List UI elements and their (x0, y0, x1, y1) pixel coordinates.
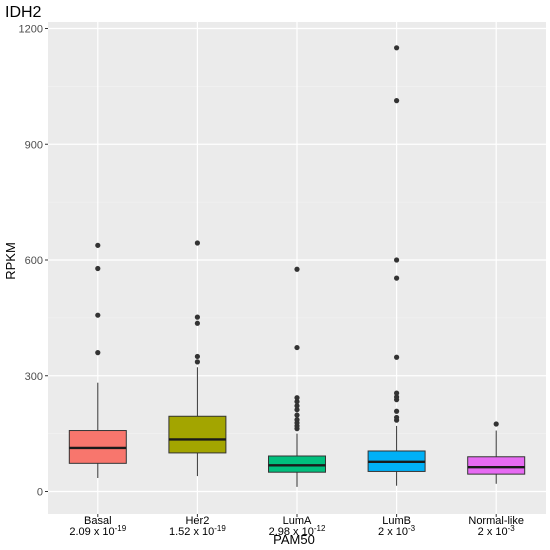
outlier-point (493, 421, 499, 427)
y-axis: 0 300 600 900 1200 (19, 24, 48, 499)
x-pvalue-label: 2 x 10-3 (478, 524, 516, 538)
outlier-point (95, 312, 101, 318)
outlier-point (194, 314, 200, 320)
outlier-point (194, 320, 200, 326)
y-tick-label: 1200 (19, 24, 43, 36)
box-iqr (168, 415, 227, 454)
x-pvalue-label: 2 x 10-3 (378, 524, 416, 538)
box-lumb (367, 45, 426, 486)
y-tick-label: 300 (25, 371, 43, 383)
x-tick-label: LumA (283, 515, 312, 527)
x-pvalue-label: 1.52 x 10-19 (169, 524, 226, 538)
outlier-point (294, 403, 300, 409)
y-tick-label: 0 (37, 487, 43, 499)
x-axis-title: PAM50 (273, 532, 315, 547)
outlier-point (294, 412, 300, 418)
box-basal (68, 242, 127, 478)
outlier-point (294, 266, 300, 272)
box-normal-like (467, 421, 526, 484)
chart-title: IDH2 (5, 4, 42, 21)
outlier-point (394, 98, 400, 104)
x-pvalue-label: 2.98 x 10-12 (269, 524, 326, 538)
outlier-point (194, 359, 200, 365)
box-her2 (168, 240, 227, 477)
outlier-point (95, 350, 101, 356)
outlier-point (294, 399, 300, 405)
outlier-point (394, 390, 400, 396)
x-tick-label: Her2 (185, 515, 209, 527)
outlier-point (394, 257, 400, 263)
outlier-point (294, 344, 300, 351)
outlier-point (394, 414, 400, 421)
outlier-point (95, 265, 101, 272)
outlier-point (194, 240, 200, 246)
x-pvalue-label: 2.09 x 10-19 (69, 524, 126, 538)
outlier-point (294, 417, 300, 423)
outlier-point (394, 275, 400, 281)
outlier-point (294, 395, 300, 401)
outlier-point (394, 354, 400, 360)
x-tick-label: Normal-like (468, 515, 524, 527)
box-iqr (467, 456, 526, 475)
outlier-point (194, 353, 200, 360)
y-tick-label: 600 (25, 255, 43, 267)
y-axis-title: RPKM (3, 242, 18, 280)
x-tick-label: LumB (382, 515, 411, 527)
outlier-point (294, 407, 300, 413)
box-luma (268, 266, 326, 487)
outlier-point (95, 242, 101, 248)
outlier-point (394, 45, 400, 51)
x-tick-label: Basal (84, 515, 112, 527)
outlier-point (394, 394, 400, 400)
y-tick-label: 900 (25, 139, 43, 151)
plot-panel (48, 22, 546, 514)
outlier-point (394, 408, 400, 414)
